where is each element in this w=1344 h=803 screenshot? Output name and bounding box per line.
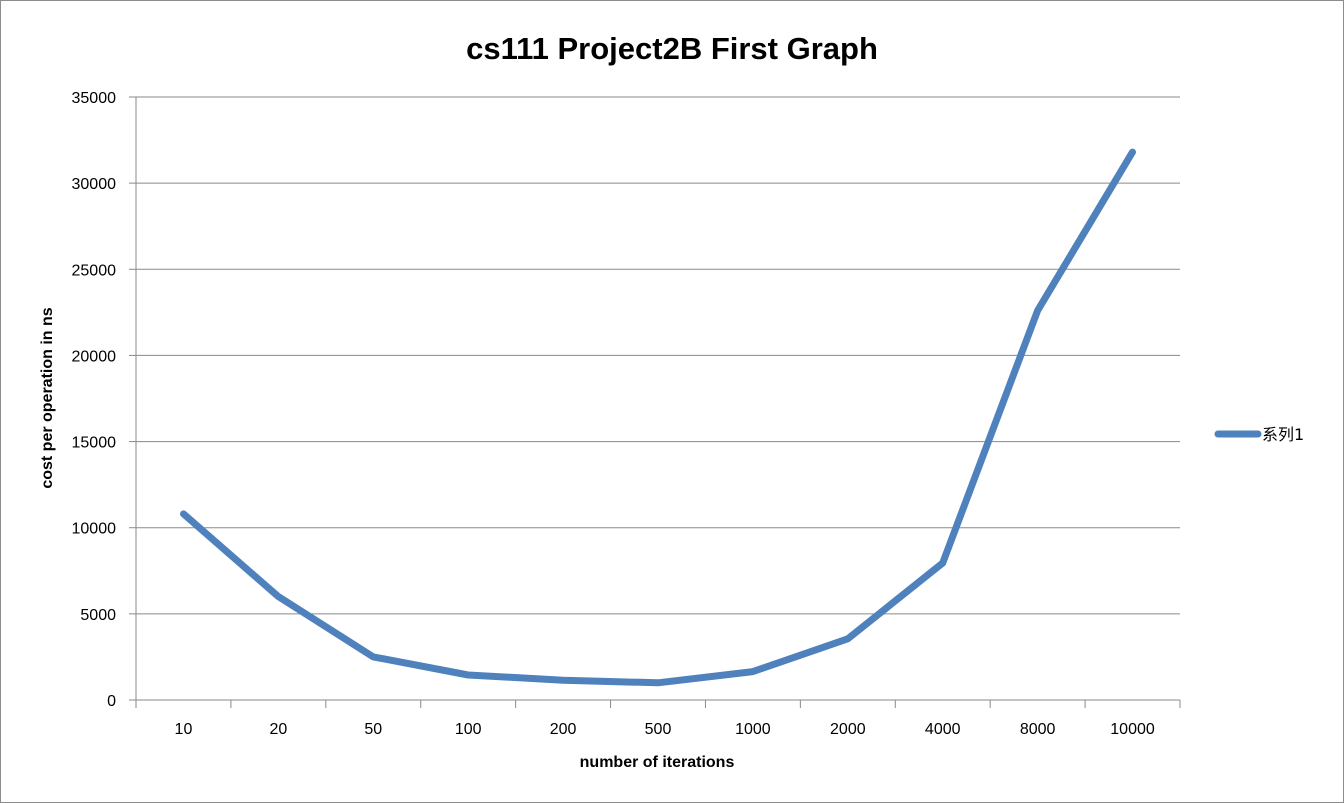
series-lines: [180, 148, 1136, 687]
x-tick-labels: 10 20 50 100 200 500 1000 2000 4000 8000 10000: [175, 721, 1155, 738]
y-tick-label: 5000: [80, 607, 116, 624]
y-axis-label: cost per operation in ns: [39, 307, 56, 488]
x-tick-label: 8000: [1020, 721, 1056, 738]
x-tick-label: 1000: [735, 721, 771, 738]
y-tick-label: 10000: [72, 521, 117, 538]
chart-title: cs111 Project2B First Graph: [466, 31, 878, 66]
y-tick-label: 0: [107, 693, 116, 710]
x-tick-label: 10: [175, 721, 193, 738]
series-line: [180, 148, 1136, 687]
legend-entry: 系列1: [1262, 425, 1304, 444]
y-tick-label: 15000: [72, 435, 117, 452]
y-tick-label: 25000: [72, 262, 117, 279]
y-tick-labels: 0 5000 10000 15000 20000 25000 30000 35000: [72, 90, 117, 710]
x-tick-label: 10000: [1110, 721, 1155, 738]
x-tick-label: 2000: [830, 721, 866, 738]
legend: 系列1: [1214, 425, 1304, 444]
x-tick-label: 20: [269, 721, 287, 738]
x-tick-label: 4000: [925, 721, 961, 738]
x-axis-label: number of iterations: [580, 754, 735, 771]
axes: [129, 96, 1181, 708]
x-tick-label: 100: [455, 721, 482, 738]
y-tick-label: 20000: [72, 348, 117, 365]
x-tick-label: 50: [364, 721, 382, 738]
x-tick-label: 200: [550, 721, 577, 738]
y-tick-label: 35000: [72, 90, 117, 107]
x-tick-label: 500: [645, 721, 672, 738]
y-tick-label: 30000: [72, 176, 117, 193]
